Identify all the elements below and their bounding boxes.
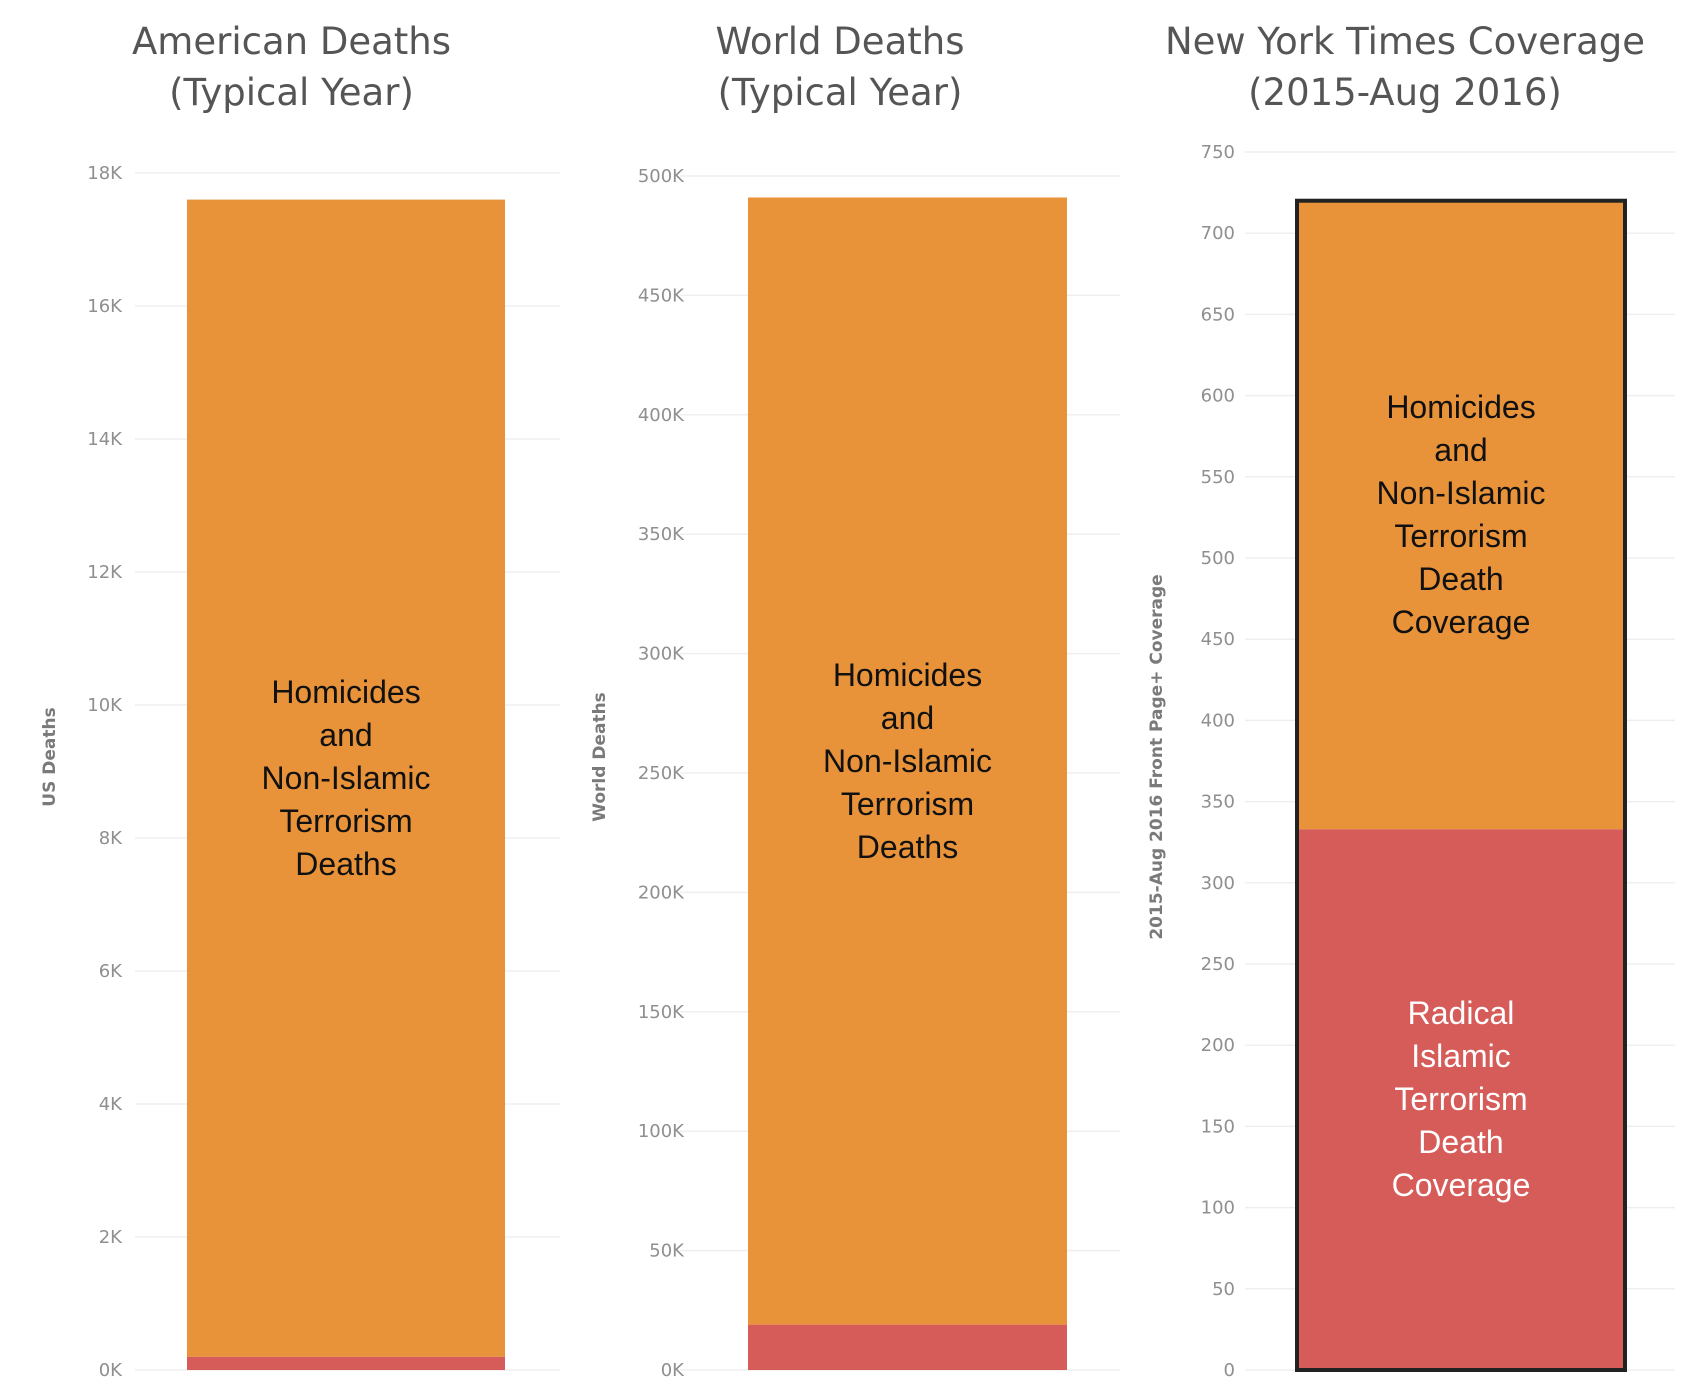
y-tick-label: 750 bbox=[1201, 142, 1235, 163]
chart-title: World Deaths (Typical Year) bbox=[560, 16, 1120, 118]
y-tick-label: 650 bbox=[1201, 304, 1235, 325]
y-tick-label: 150K bbox=[638, 1002, 685, 1023]
y-axis-title: World Deaths bbox=[590, 692, 610, 822]
y-tick-label: 200 bbox=[1201, 1035, 1235, 1056]
chart-title-line-1: American Deaths bbox=[132, 20, 451, 63]
bar-outline bbox=[1295, 198, 1627, 1373]
chart-title: New York Times Coverage (2015-Aug 2016) bbox=[1125, 16, 1685, 118]
chart-svg: 0K 50K 100K 150K 200K 250K 300K 350K 400K 450K 500… bbox=[590, 166, 1120, 1381]
y-tick-label: 10K bbox=[87, 695, 123, 716]
y-tick-label: 50K bbox=[649, 1241, 685, 1262]
y-tick-label: 8K bbox=[99, 828, 123, 849]
y-axis-title: US Deaths bbox=[40, 707, 60, 806]
chart-panel-american-deaths: American Deaths (Typical Year) 0K 2K 4K 6K 8… bbox=[0, 0, 560, 1396]
y-tick-label: 550 bbox=[1201, 467, 1235, 488]
chart-title: American Deaths (Typical Year) bbox=[0, 16, 583, 118]
y-axis-title: 2015-Aug 2016 Front Page+ Coverage bbox=[1147, 574, 1167, 939]
y-tick-label: 50 bbox=[1212, 1279, 1235, 1300]
y-tick-label: 500K bbox=[638, 166, 685, 187]
y-tick-label: 400K bbox=[638, 405, 685, 426]
chart-svg: 0K 2K 4K 6K 8K 10K 12K 14K 16K 18K US Deaths bbox=[40, 163, 560, 1381]
y-tick-label: 400 bbox=[1201, 710, 1235, 731]
y-tick-label: 0K bbox=[99, 1360, 123, 1381]
y-tick-label: 100K bbox=[638, 1121, 685, 1142]
bar-segment-radical bbox=[1297, 829, 1625, 1370]
y-tick-label: 6K bbox=[99, 961, 123, 982]
y-tick-label: 250K bbox=[638, 763, 685, 784]
chart-panel-world-deaths: World Deaths (Typical Year) 0K 50K 100K 150… bbox=[560, 0, 1125, 1396]
y-tick-label: 350K bbox=[638, 524, 685, 545]
chart-title-line-2: (Typical Year) bbox=[717, 71, 963, 114]
chart-panel-nyt-coverage: New York Times Coverage (2015-Aug 2016) … bbox=[1125, 0, 1697, 1396]
y-tick-label: 450 bbox=[1201, 629, 1235, 650]
y-tick-label: 16K bbox=[87, 296, 123, 317]
chart-title-line-1: New York Times Coverage bbox=[1164, 20, 1646, 63]
bar-segment-label-radical: Radical Islamic Terrorism Death Coverage bbox=[1391, 995, 1531, 1204]
y-tick-label: 150 bbox=[1201, 1116, 1235, 1137]
y-tick-label: 250 bbox=[1201, 954, 1235, 975]
y-tick-label: 300 bbox=[1201, 873, 1235, 894]
bar-segment-label-homicides: Homicides and Non-Islamic Terrorism Deat… bbox=[823, 656, 992, 865]
y-tick-label: 300K bbox=[638, 644, 685, 665]
chart-title-line-1: World Deaths bbox=[715, 20, 965, 63]
y-tick-label: 100 bbox=[1201, 1198, 1235, 1219]
bar-segment-radical bbox=[748, 1324, 1067, 1370]
bar-segment-homicides bbox=[1297, 200, 1625, 830]
y-tick-label: 200K bbox=[638, 882, 685, 903]
y-tick-label: 350 bbox=[1201, 792, 1235, 813]
y-tick-label: 0K bbox=[661, 1360, 685, 1381]
bar-segment-homicides bbox=[187, 199, 505, 1357]
y-tick-label: 700 bbox=[1201, 223, 1235, 244]
y-tick-label: 18K bbox=[87, 163, 123, 184]
bar-segment-label-homicides: Homicides and Non-Islamic Terrorism Deat… bbox=[261, 673, 431, 882]
y-tick-label: 500 bbox=[1201, 548, 1235, 569]
chart-title-line-2: (Typical Year) bbox=[169, 71, 414, 114]
y-tick-label: 450K bbox=[638, 285, 685, 306]
y-tick-label: 0 bbox=[1224, 1360, 1235, 1381]
y-tick-label: 600 bbox=[1201, 386, 1235, 407]
bar-segment-radical bbox=[187, 1356, 505, 1370]
chart-svg: 0 50 100 150 200 250 300 350 400 450 500 550 600 650 7… bbox=[1147, 142, 1675, 1381]
bar-segment-homicides bbox=[748, 197, 1067, 1325]
bar-segment-label-homicides: Homicides and Non-Islamic Terrorism Deat… bbox=[1376, 388, 1546, 640]
chart-title-line-2: (2015-Aug 2016) bbox=[1248, 71, 1562, 114]
y-tick-label: 4K bbox=[99, 1094, 123, 1115]
y-tick-label: 12K bbox=[87, 562, 123, 583]
y-tick-label: 2K bbox=[99, 1227, 123, 1248]
y-tick-label: 14K bbox=[87, 429, 123, 450]
